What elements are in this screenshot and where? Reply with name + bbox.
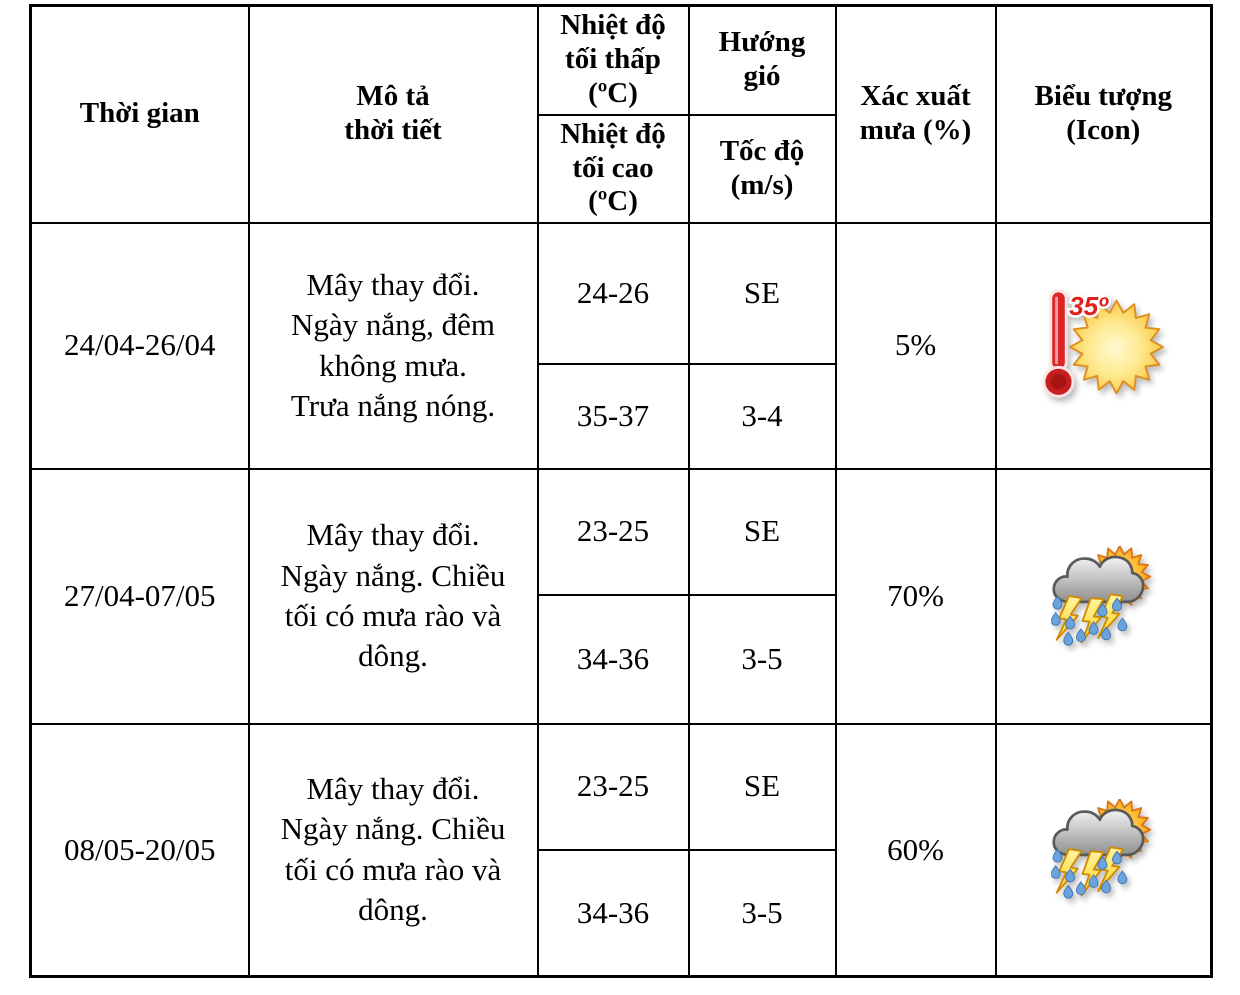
sun-cloud-thunderstorm-rain-icon	[1051, 799, 1155, 900]
weather-icon-cell	[994, 722, 1213, 978]
wind-direction-cell: SE	[687, 722, 837, 851]
wind-direction-cell: SE	[687, 467, 837, 596]
hot-sun-thermometer-icon: 35º	[1042, 288, 1165, 398]
description-cell: Mây thay đổi. Ngày nắng, đêm không mưa. …	[247, 221, 539, 470]
hot-sun-thermometer-icon: 35º	[1001, 287, 1207, 405]
wind-speed-cell: 3-5	[687, 848, 837, 978]
temp-min-cell: 24-26	[536, 221, 690, 365]
rain-probability-cell: 70%	[834, 467, 997, 725]
sun-icon	[1069, 299, 1165, 394]
description-cell: Mây thay đổi. Ngày nắng. Chiều tối có mư…	[247, 722, 539, 978]
temp-max-cell: 35-37	[536, 362, 690, 470]
sun-cloud-thunderstorm-rain-icon	[1051, 546, 1155, 647]
description-cell: Mây thay đổi. Ngày nắng. Chiều tối có mư…	[247, 467, 539, 725]
temp-min-cell: 23-25	[536, 722, 690, 851]
thermometer-icon	[1042, 288, 1075, 398]
weather-icon-cell: 35º	[994, 221, 1213, 470]
weather-icon-cell	[994, 467, 1213, 725]
temp-max-cell: 34-36	[536, 848, 690, 978]
sun-cloud-thunderstorm-rain-icon	[1001, 799, 1207, 900]
sun-cloud-thunderstorm-rain-icon	[1001, 546, 1207, 647]
wind-speed-cell: 3-4	[687, 362, 837, 470]
temp-max-cell: 34-36	[536, 593, 690, 725]
header-description: Mô tả thời tiết	[247, 4, 539, 224]
time-cell: 08/05-20/05	[29, 722, 250, 978]
weather-forecast-table: Thời gian Mô tả thời tiết Nhiệt độ tối t…	[29, 4, 1213, 978]
icon-temperature-label: 35º	[1069, 291, 1109, 321]
header-temp-max: Nhiệt độ tối cao (ºC)	[536, 113, 690, 224]
time-cell: 27/04-07/05	[29, 467, 250, 725]
temp-min-cell: 23-25	[536, 467, 690, 596]
rain-probability-cell: 60%	[834, 722, 997, 978]
time-cell: 24/04-26/04	[29, 221, 250, 470]
header-icon: Biểu tượng (Icon)	[994, 4, 1213, 224]
rain-probability-cell: 5%	[834, 221, 997, 470]
header-wind-speed: Tốc độ (m/s)	[687, 113, 837, 224]
table-row: 08/05-20/05 Mây thay đổi. Ngày nắng. Chi…	[29, 722, 1213, 978]
header-time: Thời gian	[29, 4, 250, 224]
table-row: 24/04-26/04 Mây thay đổi. Ngày nắng, đêm…	[29, 221, 1213, 470]
wind-speed-cell: 3-5	[687, 593, 837, 725]
header-wind-direction: Hướng gió	[687, 4, 837, 116]
header-temp-min: Nhiệt độ tối thấp (ºC)	[536, 4, 690, 116]
header-rain-probability: Xác xuất mưa (%)	[834, 4, 997, 224]
wind-direction-cell: SE	[687, 221, 837, 365]
table-row: 27/04-07/05 Mây thay đổi. Ngày nắng. Chi…	[29, 467, 1213, 725]
